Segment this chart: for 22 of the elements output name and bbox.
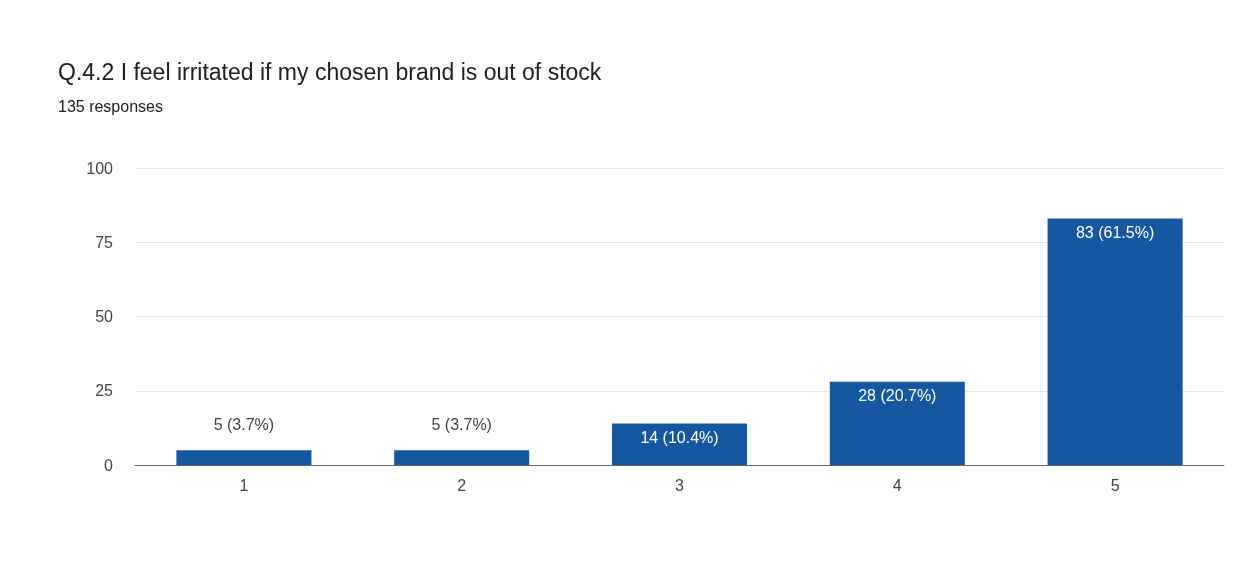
chart-title: Q.4.2 I feel irritated if my chosen brand is out of stock	[58, 58, 602, 85]
data-label: 14 (10.4%)	[640, 428, 719, 446]
y-tick-label: 100	[86, 159, 114, 177]
data-label: 83 (61.5%)	[1075, 223, 1155, 241]
x-tick-label: 2	[457, 476, 467, 494]
y-tick-label: 50	[95, 308, 114, 325]
y-tick-label: 0	[104, 456, 114, 474]
data-label: 5 (3.7%)	[431, 415, 492, 433]
x-tick-label: 5	[1110, 476, 1120, 494]
chart-subtitle: 135 responses	[58, 97, 163, 115]
y-tick-label: 75	[95, 233, 114, 251]
bar	[176, 450, 312, 465]
bar	[829, 381, 965, 465]
x-tick-label: 3	[675, 476, 685, 494]
data-label: 28 (20.7%)	[858, 387, 937, 405]
bar	[394, 450, 530, 465]
x-tick-label: 1	[239, 476, 249, 494]
bar	[611, 423, 748, 465]
bar	[1047, 218, 1183, 465]
x-tick-label: 4	[892, 476, 902, 494]
data-label: 5 (3.7%)	[213, 415, 275, 433]
y-tick-label: 25	[95, 382, 114, 400]
